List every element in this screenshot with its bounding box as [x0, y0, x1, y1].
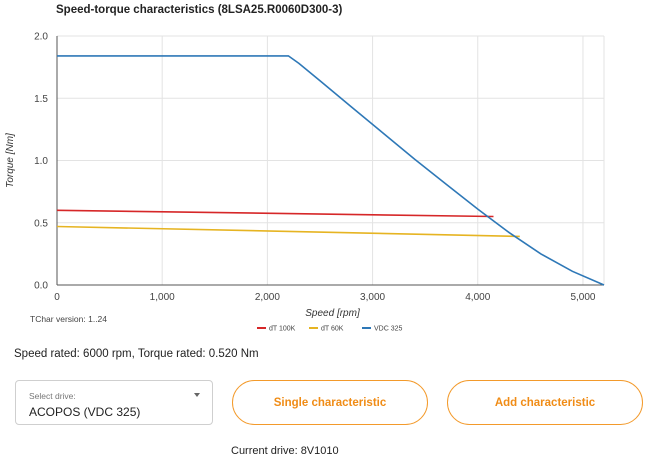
x-tick-label: 3,000	[360, 292, 385, 303]
tchar-version: TChar version: 1..24	[30, 314, 108, 324]
select-drive-dropdown[interactable]: Select drive: ACOPOS (VDC 325)	[15, 380, 213, 425]
speed-torque-chart: 0.0 0.5 1.0 1.5 2.0 0 1,000 2,000 3,000 4,000 5,00…	[5, 32, 605, 333]
y-axis-label: Torque [Nm]	[5, 133, 16, 188]
y-tick-label: 0.0	[34, 281, 48, 292]
chart-title: Speed-torque characteristics (8LSA25.R00…	[56, 4, 343, 16]
legend-label: dT 100K	[269, 326, 296, 333]
legend-label: VDC 325	[374, 326, 403, 333]
x-tick-label: 5,000	[570, 292, 595, 303]
x-tick-label: 2,000	[255, 292, 280, 303]
current-drive: Current drive: 8V1010	[231, 445, 339, 457]
rated-values: Speed rated: 6000 rpm, Torque rated: 0.5…	[14, 348, 259, 360]
add-characteristic-button[interactable]: Add characteristic	[447, 380, 643, 425]
series-line-vdc-325	[57, 55, 605, 286]
select-drive-label: Select drive:	[29, 391, 76, 401]
series-line-dt-100k	[56, 209, 494, 218]
x-axis-label: Speed [rpm]	[305, 308, 360, 319]
y-tick-label: 1.5	[34, 94, 48, 105]
y-tick-label: 2.0	[34, 32, 48, 43]
x-tick-label: 1,000	[150, 292, 175, 303]
single-characteristic-button[interactable]: Single characteristic	[232, 380, 428, 425]
y-tick-label: 1.0	[34, 156, 48, 167]
x-tick-label: 4,000	[465, 292, 490, 303]
caret-down-icon[interactable]	[194, 393, 200, 397]
select-drive-value: ACOPOS (VDC 325)	[29, 405, 141, 419]
y-tick-label: 0.5	[34, 218, 48, 229]
series-line-dt-60k	[56, 225, 520, 238]
legend-label: dT 60K	[321, 326, 344, 333]
x-tick-label: 0	[54, 292, 60, 303]
